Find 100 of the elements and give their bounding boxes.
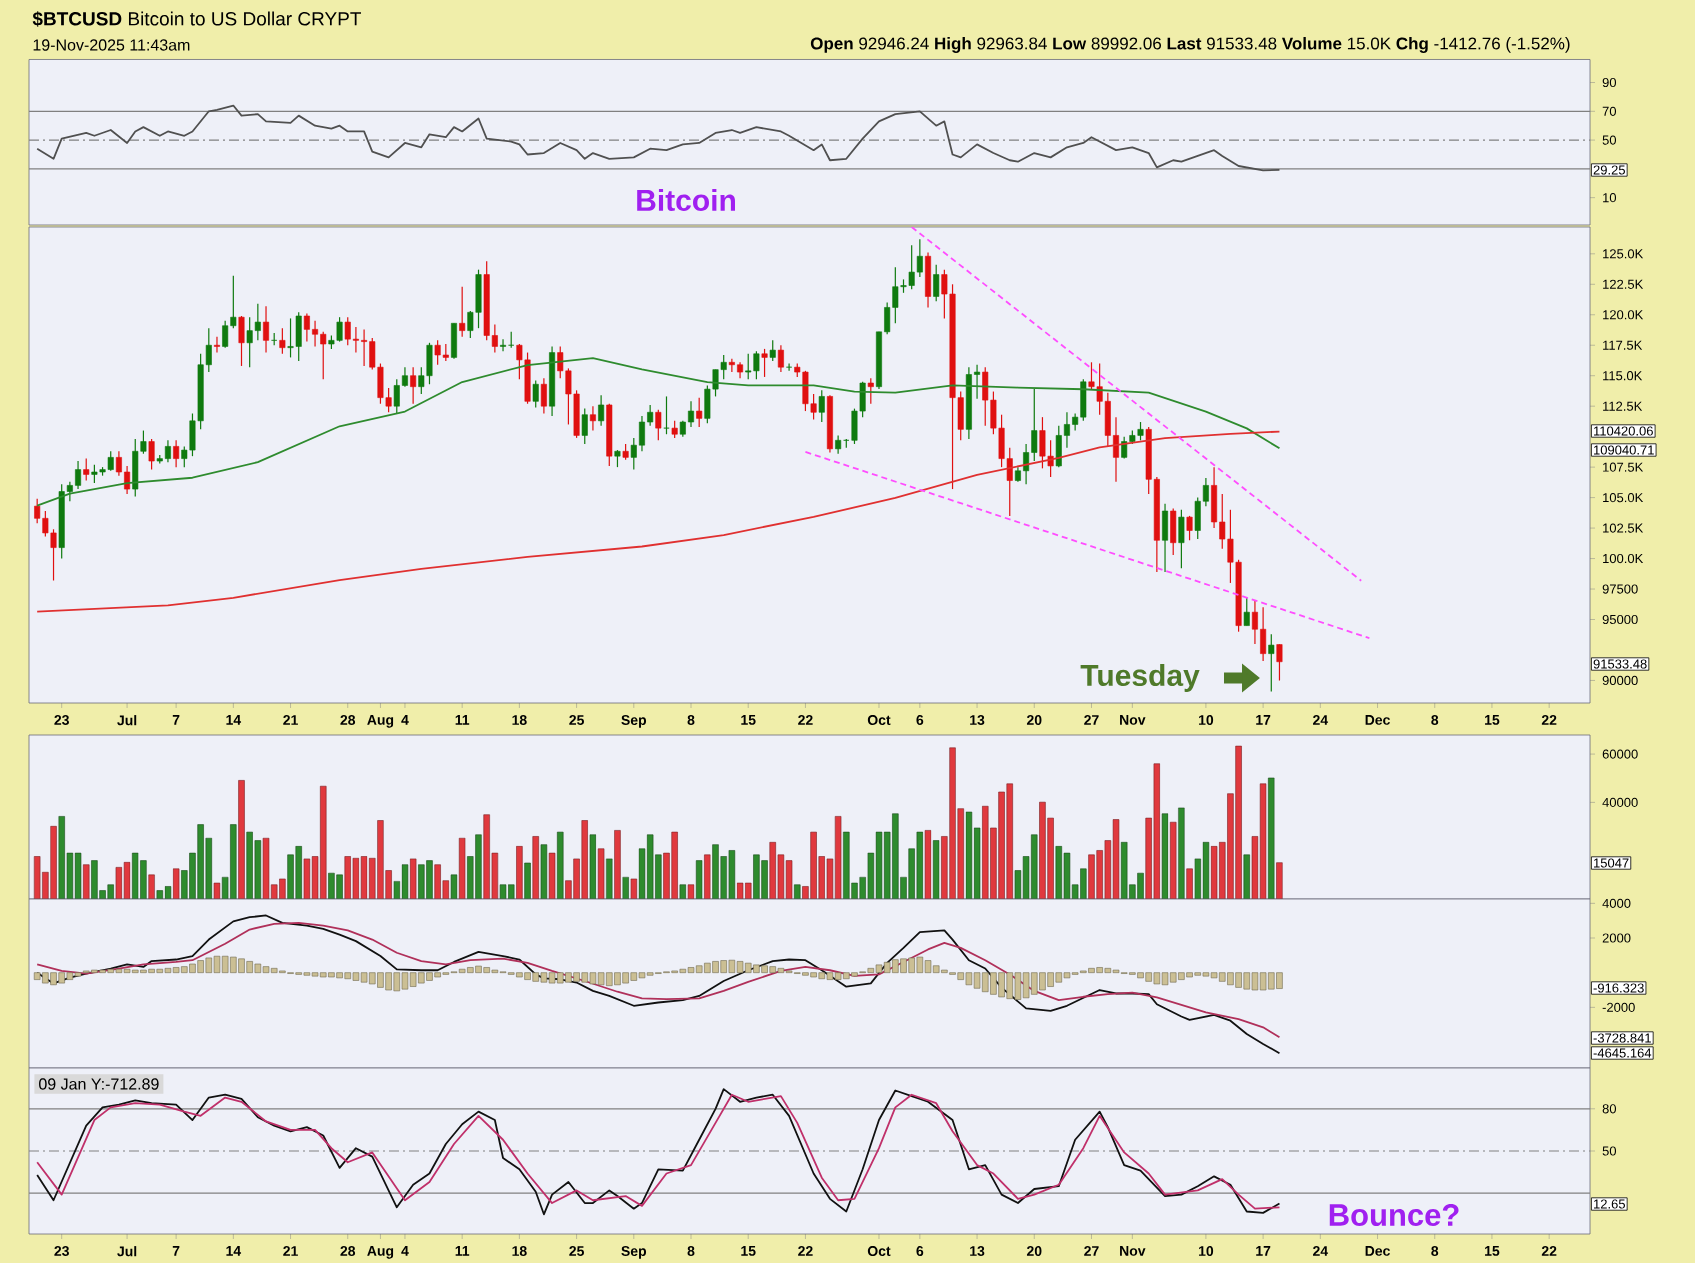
bar [82, 864, 90, 899]
y-tick-label: 120.0K [1603, 309, 1644, 320]
x-tick-label: 24 [1313, 1245, 1329, 1256]
x-tick-label: 21 [283, 1245, 298, 1256]
candlestick [115, 450, 122, 477]
bar [1088, 854, 1095, 899]
x-tick-label: 10 [1198, 714, 1214, 725]
x-tick-label: 15 [1485, 1245, 1500, 1256]
x-tick-label: Nov [1120, 1245, 1146, 1256]
x-tick-label: 18 [512, 1245, 527, 1256]
x-tick-label: 11 [455, 714, 470, 725]
text: 29.25 [1593, 165, 1625, 175]
bar [540, 844, 548, 899]
candlestick [598, 394, 605, 427]
bar [458, 837, 466, 899]
y-tick-label: 90 [1602, 77, 1617, 87]
candlestick [320, 331, 327, 380]
x-tick-label: 22 [1541, 714, 1557, 725]
candlestick [867, 377, 874, 405]
x-tick-label: 22 [1541, 1245, 1557, 1256]
x-tick-label: 28 [340, 1245, 356, 1256]
x-tick-label: 13 [970, 1245, 985, 1256]
bar [557, 831, 564, 899]
x-tick-label: 13 [970, 714, 985, 725]
bar [1112, 819, 1120, 899]
bar [172, 868, 180, 899]
bar [1080, 868, 1087, 899]
x-tick-label: 14 [226, 714, 242, 725]
x-tick-label: Jul [117, 714, 137, 726]
x-tick-label: 25 [569, 1245, 584, 1256]
candlestick [532, 379, 539, 408]
bar [50, 825, 57, 899]
y-tick-label: 40000 [1602, 797, 1638, 807]
candlestick [75, 460, 82, 490]
x-tick-label: 20 [1026, 1245, 1042, 1256]
bar [851, 882, 858, 899]
candlestick [173, 439, 180, 468]
candlestick [344, 316, 351, 346]
candlestick [500, 338, 507, 352]
candlestick [1202, 477, 1209, 507]
x-tick-label: Aug [367, 714, 394, 728]
candlestick [148, 438, 155, 470]
y-tick-label: 4000 [1602, 898, 1631, 908]
candlestick [213, 335, 220, 353]
bar [1104, 840, 1112, 899]
candlestick [401, 366, 408, 388]
bar [1194, 858, 1201, 899]
bar [516, 845, 523, 899]
candlestick [638, 415, 645, 452]
y-tick-label: -2000 [1602, 1002, 1635, 1012]
candlestick [124, 465, 131, 495]
candlestick [761, 348, 768, 378]
candlestick [459, 285, 466, 338]
annotation: Bitcoin [637, 188, 735, 211]
bar [1259, 783, 1267, 899]
x-tick-label: 18 [512, 714, 527, 725]
bar [1022, 856, 1030, 899]
annotation: 09 Jan Y:-712.89 [39, 1078, 159, 1090]
candlestick [1113, 416, 1119, 483]
candlestick [818, 389, 825, 423]
bar [1014, 870, 1022, 899]
x-tick-label: Sep [621, 714, 647, 728]
candlestick [263, 305, 270, 353]
candlestick [974, 363, 981, 400]
bar [589, 834, 597, 899]
candlestick [1186, 515, 1193, 541]
text: 109040.71 [1594, 445, 1654, 455]
x-tick-label: 14 [226, 1245, 242, 1256]
y-tick-label: 125.0K [1603, 249, 1644, 259]
bar [238, 779, 245, 899]
candlestick [66, 480, 73, 502]
y-tick-label: 10 [1603, 192, 1617, 203]
x-tick-label: Sep [621, 1245, 647, 1259]
candlestick [1243, 596, 1250, 626]
x-tick-label: 17 [1256, 714, 1271, 725]
candlestick [230, 274, 237, 329]
bar [287, 854, 294, 899]
x-tick-label: 11 [455, 1245, 470, 1256]
bar [532, 835, 539, 899]
bar [409, 858, 417, 899]
bar [74, 852, 82, 899]
x-tick-label: Dec [1365, 1245, 1390, 1256]
bar [630, 878, 638, 899]
text: 91533.48 [1593, 659, 1647, 669]
x-tick-label: 8 [687, 714, 695, 725]
candlestick [361, 328, 368, 367]
bar [475, 834, 482, 899]
bar [524, 862, 531, 899]
x-tick-label: Nov [1120, 714, 1146, 725]
bar [1096, 849, 1103, 899]
annotation: Tuesday [1080, 663, 1200, 692]
x-tick-label: 21 [283, 714, 298, 725]
x-tick-label: 15 [741, 714, 756, 725]
candlestick [410, 366, 417, 405]
bar [303, 858, 311, 899]
candlestick [1268, 633, 1275, 692]
y-tick-label: 2000 [1602, 933, 1631, 943]
candlestick [933, 263, 940, 302]
bar [58, 815, 65, 899]
candlestick [696, 396, 703, 428]
